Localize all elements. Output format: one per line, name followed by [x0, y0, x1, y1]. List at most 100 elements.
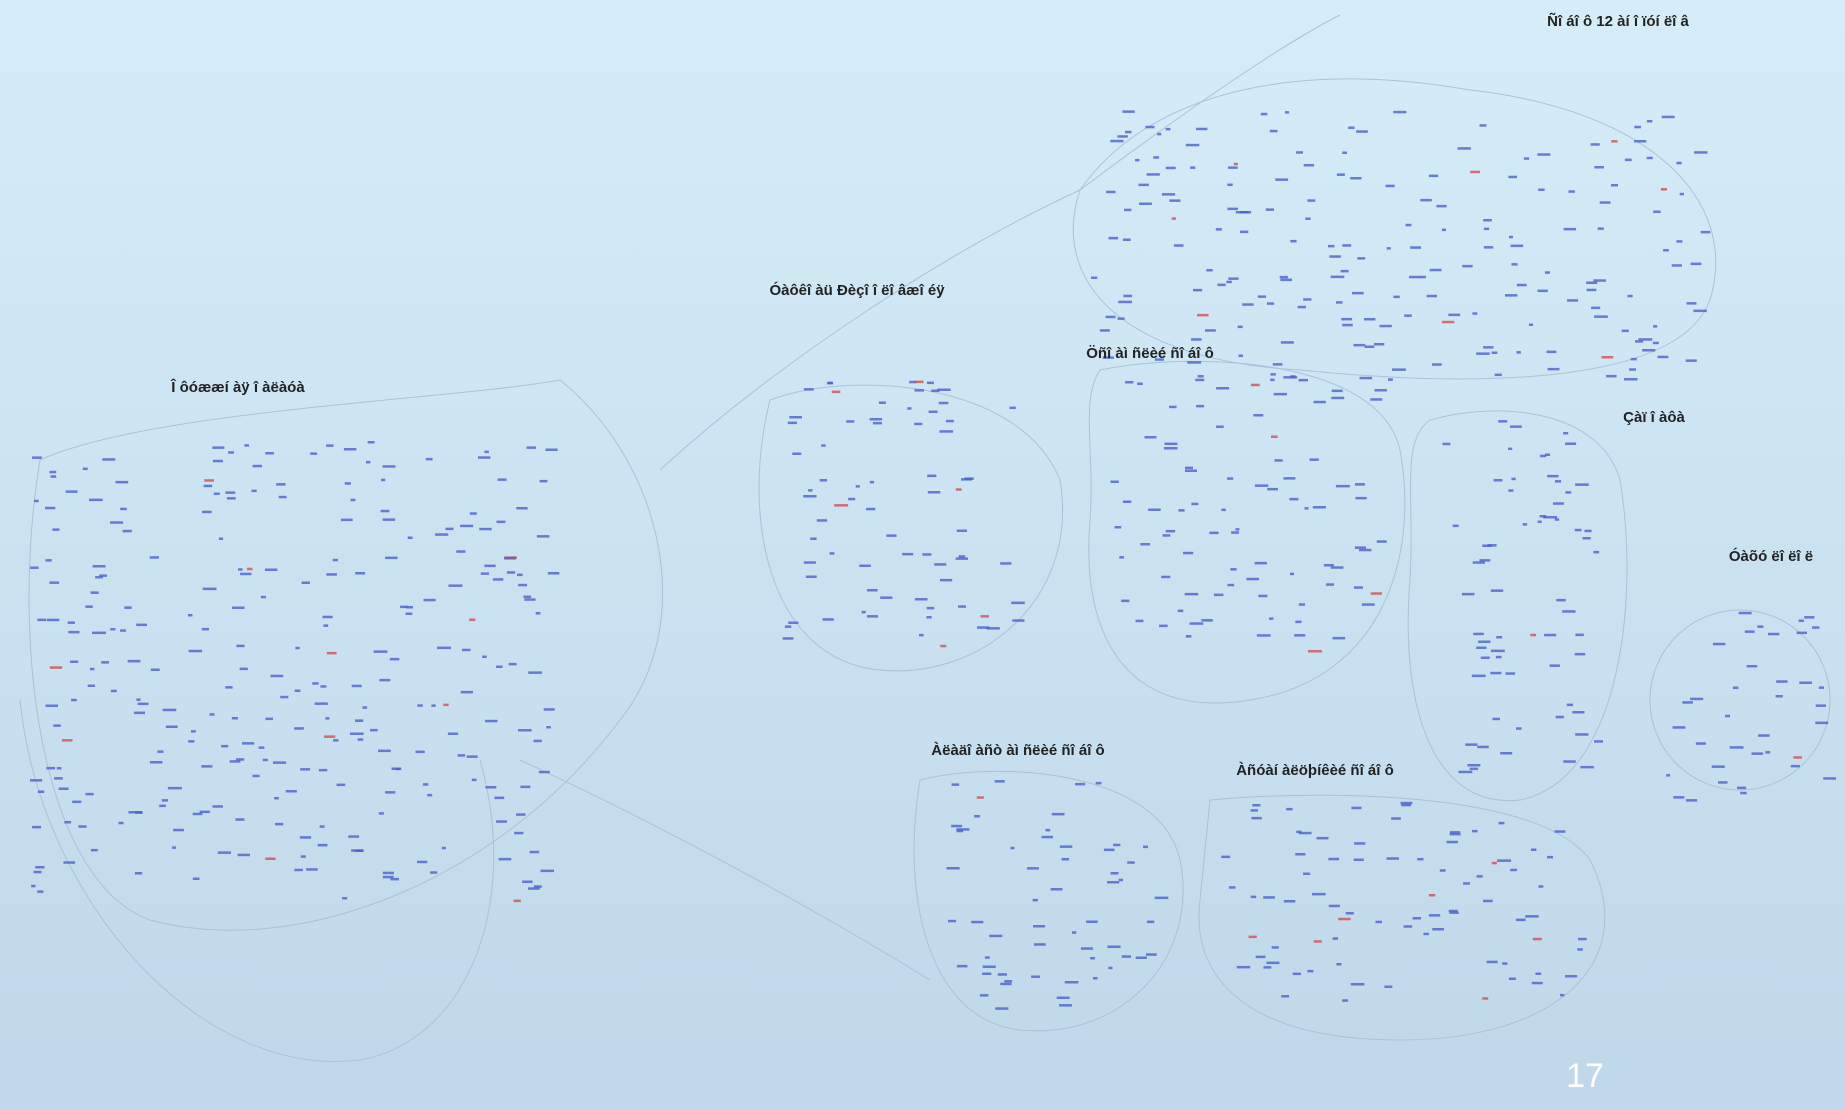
node-mark [1387, 857, 1400, 860]
node-mark [383, 518, 396, 521]
node-mark [1420, 276, 1426, 279]
node-mark [1547, 351, 1557, 354]
node-mark [1502, 962, 1507, 965]
node-mark [71, 699, 77, 702]
node-mark [1417, 858, 1423, 861]
node-mark [1443, 443, 1451, 446]
node-mark [1733, 687, 1739, 690]
node-mark [1578, 938, 1587, 941]
node-mark [1686, 799, 1697, 802]
node-mark [1336, 485, 1350, 488]
node-mark [1143, 846, 1148, 849]
node-mark [1341, 318, 1352, 321]
node-mark [983, 966, 996, 969]
node-mark [1823, 777, 1836, 780]
node-mark [1214, 594, 1223, 597]
node-mark [1107, 881, 1119, 884]
node-mark [1100, 329, 1110, 332]
node-mark [1600, 201, 1611, 204]
node-mark [1125, 381, 1133, 384]
node-mark [1511, 263, 1517, 266]
node-mark [1462, 593, 1475, 596]
node-mark [867, 589, 878, 592]
node-mark [120, 508, 127, 511]
node-mark [493, 578, 503, 581]
node-mark [1299, 832, 1312, 835]
node-mark [1186, 635, 1192, 638]
node-mark [320, 685, 326, 688]
node-mark [435, 533, 448, 536]
node-mark [1594, 166, 1604, 169]
node-mark [927, 607, 935, 610]
node-mark [1183, 552, 1193, 555]
node-mark [1118, 301, 1132, 304]
node-mark [1196, 128, 1207, 131]
node-mark [783, 637, 794, 640]
node-mark [1121, 600, 1129, 603]
node-mark [522, 881, 532, 884]
node-mark [1186, 144, 1200, 147]
node-mark [1190, 622, 1204, 625]
node-mark [1545, 271, 1550, 274]
node-mark [1145, 126, 1154, 129]
node-mark [110, 628, 115, 631]
node-mark [157, 750, 163, 753]
node-mark [1146, 953, 1157, 956]
node-mark [931, 390, 939, 393]
node-mark [1123, 239, 1131, 242]
node-mark [1483, 219, 1492, 222]
node-mark [456, 550, 465, 553]
node-mark [862, 611, 866, 614]
node-mark [1242, 303, 1254, 306]
node-mark [326, 573, 337, 576]
node-mark [1404, 314, 1412, 317]
node-mark [981, 615, 989, 618]
node-mark [1228, 277, 1238, 280]
node-mark [312, 682, 318, 685]
node-mark [265, 569, 277, 572]
node-mark [306, 868, 318, 871]
node-mark [1598, 227, 1604, 230]
node-mark [381, 479, 385, 482]
node-mark [1690, 698, 1703, 701]
node-mark [225, 686, 232, 689]
node-mark [1251, 809, 1258, 812]
node-mark [68, 631, 79, 634]
node-mark [1476, 352, 1490, 355]
node-mark [520, 786, 530, 789]
node-mark [804, 388, 814, 391]
node-mark [1510, 425, 1522, 428]
node-mark [1565, 491, 1571, 494]
node-mark [35, 866, 44, 869]
node-mark [1086, 921, 1098, 924]
node-mark [1768, 633, 1779, 636]
node-mark [1577, 948, 1583, 951]
node-mark [1052, 813, 1065, 816]
node-mark [1540, 455, 1546, 458]
node-mark [1166, 167, 1176, 170]
node-mark [1118, 317, 1125, 320]
node-mark [202, 628, 209, 631]
node-mark [1261, 113, 1268, 116]
node-mark [259, 746, 265, 749]
node-mark [1819, 686, 1824, 689]
node-mark [326, 444, 333, 447]
node-mark [1272, 946, 1279, 949]
node-mark [1280, 279, 1292, 282]
cluster-label: Öñî àì ñëèé ñî áî ô [1086, 345, 1214, 362]
node-mark [1653, 342, 1659, 345]
node-mark [1331, 276, 1345, 279]
page-number: 17 [1566, 1057, 1604, 1095]
node-mark [1313, 506, 1326, 509]
node-mark [1470, 171, 1480, 174]
node-mark [527, 446, 537, 449]
node-mark [1046, 829, 1051, 832]
node-mark [1687, 302, 1697, 305]
node-mark [1448, 314, 1460, 317]
node-mark [534, 885, 542, 888]
node-mark [392, 768, 402, 771]
node-mark [1388, 378, 1393, 381]
node-mark [59, 788, 69, 791]
node-mark [1269, 617, 1273, 620]
node-mark [1663, 249, 1669, 252]
